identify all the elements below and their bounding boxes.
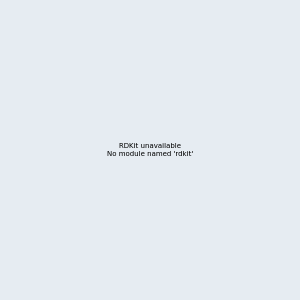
- Text: RDKit unavailable
No module named 'rdkit': RDKit unavailable No module named 'rdkit…: [107, 143, 193, 157]
